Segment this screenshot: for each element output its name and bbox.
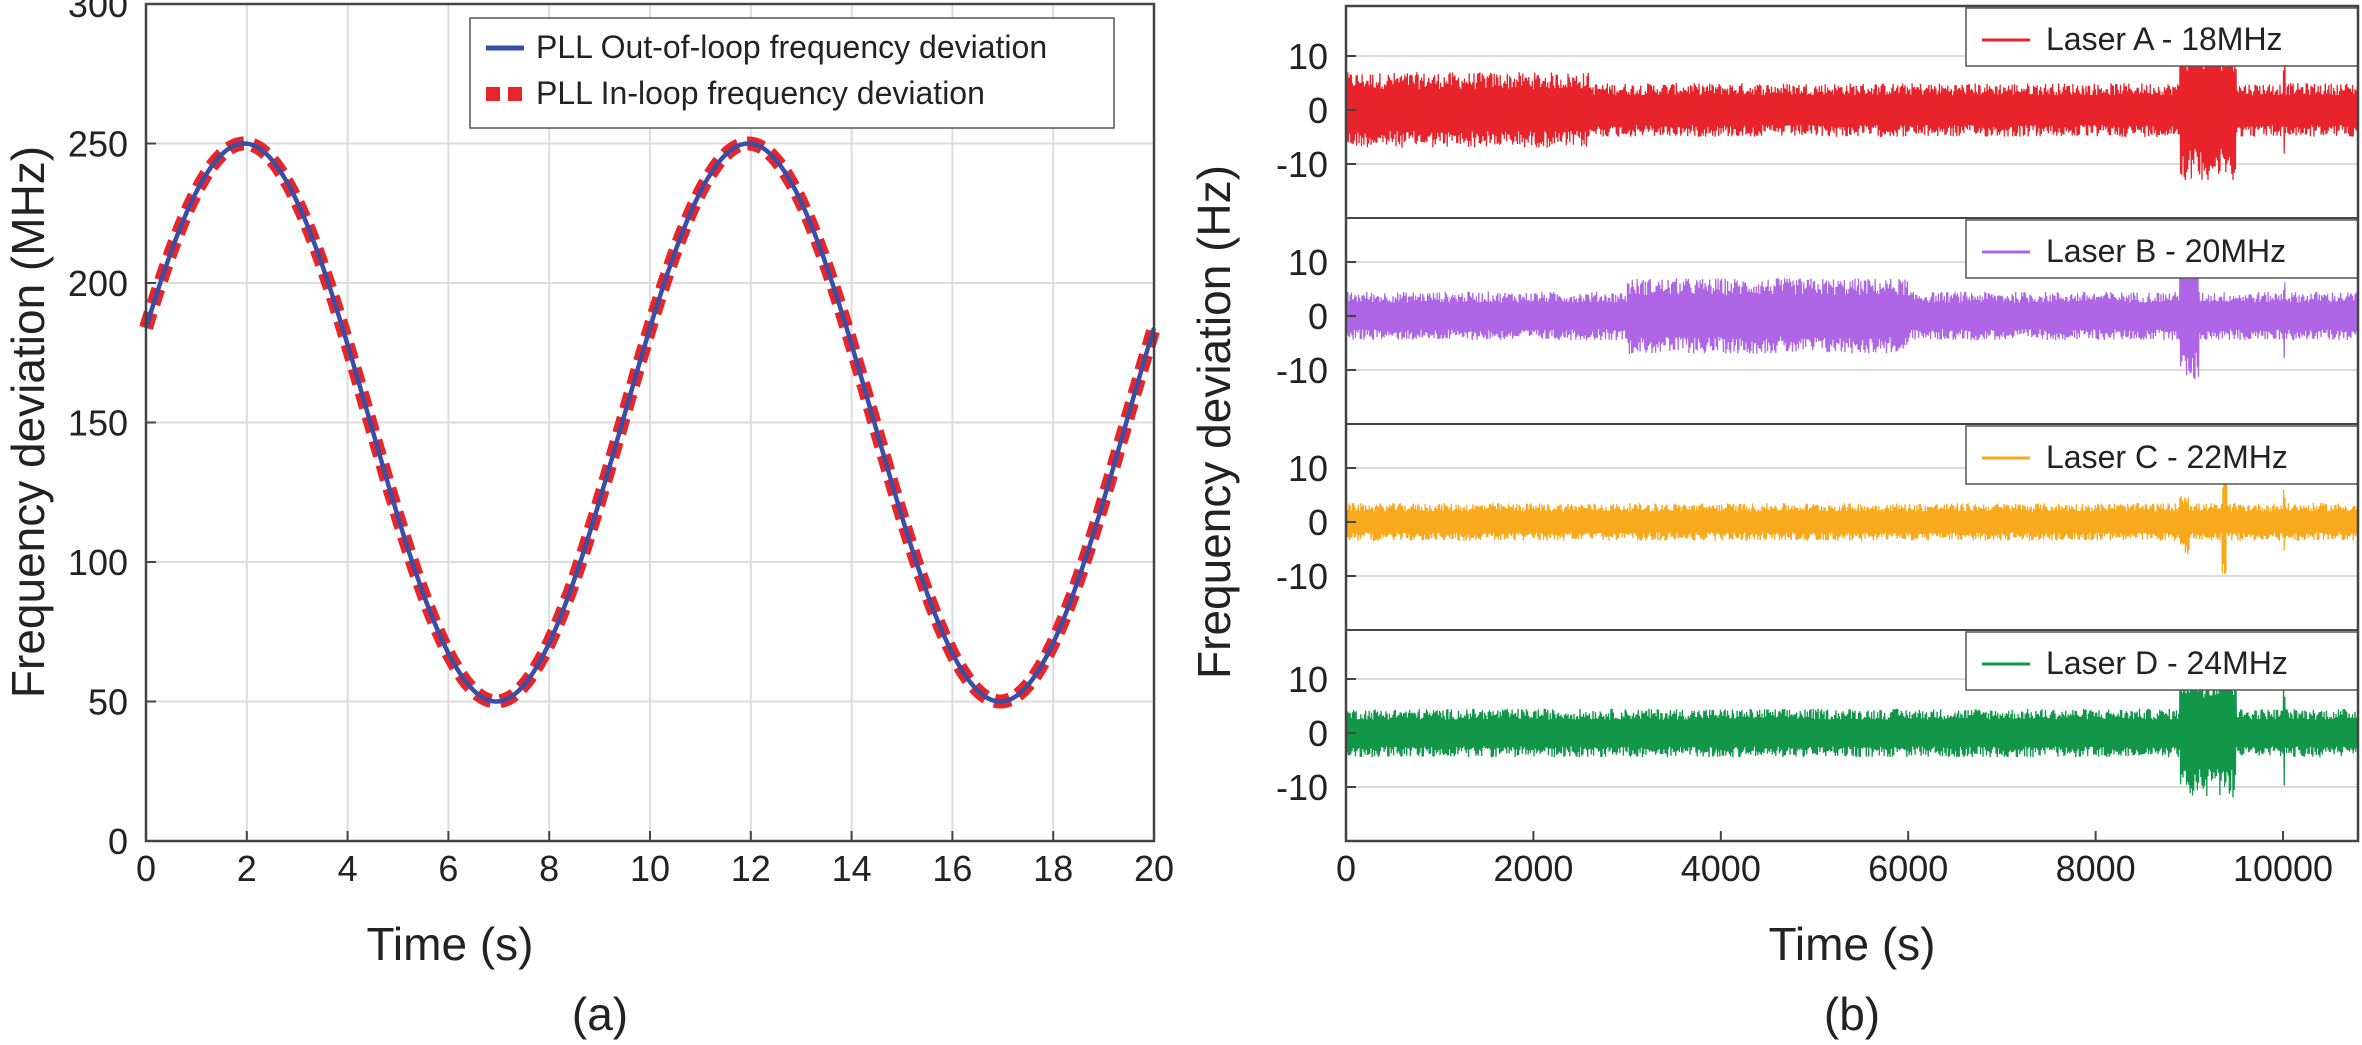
panel-b-x-tick-label: 2000 (1493, 848, 1573, 889)
panel-b-x-tick-label: 10000 (2233, 848, 2333, 889)
panel-b-caption: (b) (1824, 988, 1880, 1040)
panel-b-subplot-legend: Laser D - 24MHz (1965, 631, 2359, 691)
panel-a-x-tick-label: 16 (932, 848, 972, 889)
panel-b-subplot-legend: Laser A - 18MHz (1965, 7, 2359, 67)
panel-a-y-tick-label: 250 (68, 124, 128, 165)
panel-a-y-tick-label: 200 (68, 263, 128, 304)
panel-b-y-axis-label: Frequency deviation (Hz) (1188, 165, 1240, 679)
panel-a-x-tick-label: 6 (438, 848, 458, 889)
panel-b-y-tick-label: -10 (1276, 350, 1328, 391)
panel-a-y-ticks: 0 50 100 150 200 250 300 (68, 0, 156, 862)
panel-b-frame (1344, 4, 2360, 843)
panel-b-legend-label: Laser C - 22MHz (2046, 439, 2288, 475)
panel-b-noise-trace (1345, 670, 2359, 798)
panel-b-y-tick-label: 10 (1288, 36, 1328, 77)
panel-b-y-tick-label: 0 (1308, 713, 1328, 754)
panel-a-y-tick-label: 150 (68, 403, 128, 444)
panel-b-y-tick-label: 0 (1308, 502, 1328, 543)
panel-a-x-tick-label: 20 (1134, 848, 1174, 889)
panel-b-legend-label: Laser B - 20MHz (2046, 233, 2286, 269)
panel-a-x-tick-label: 4 (338, 848, 358, 889)
panel-b-subplot: 10 0 -10 Laser D - 24MHz (1276, 629, 2359, 808)
panel-a-x-tick-label: 10 (630, 848, 670, 889)
panel-b-y-tick-label: 10 (1288, 448, 1328, 489)
panel-b-y-tick-label: 0 (1308, 90, 1328, 131)
panel-b-legend-box (1965, 7, 2359, 67)
panel-b-subplot: 10 0 -10 Laser B - 20MHz (1276, 217, 2359, 391)
panel-b-legend-label: Laser A - 18MHz (2046, 21, 2283, 57)
panel-a-legend-box (469, 17, 1115, 129)
panel-a-y-tick-label: 100 (68, 542, 128, 583)
out-of-loop-series-line (143, 141, 1157, 704)
panel-a-x-tick-label: 12 (731, 848, 771, 889)
panel-b-y-tick-label: 10 (1288, 242, 1328, 283)
panel-b-noise-trace (1345, 253, 2359, 380)
panel-b-x-axis-label: Time (s) (1769, 918, 1936, 970)
panel-a-chart: 0 2 4 6 8 10 12 14 16 18 20 0 50 100 150 200 250 300 PLL… (2, 0, 1174, 1040)
legend-in-loop-label: PLL In-loop frequency deviation (536, 75, 985, 111)
panel-b-subplot-legend: Laser B - 20MHz (1965, 219, 2359, 279)
panel-b-legend-box (1965, 425, 2359, 485)
panel-b-legend-label: Laser D - 24MHz (2046, 645, 2288, 681)
panel-b-y-tick-label: 10 (1288, 659, 1328, 700)
panel-a-legend: PLL Out-of-loop frequency deviation PLL … (469, 17, 1115, 129)
panel-a-y-tick-label: 0 (108, 821, 128, 862)
panel-b-x-ticks: 0 2000 4000 6000 8000 10000 (1336, 831, 2333, 889)
panel-b-subplot: 10 0 -10 Laser C - 22MHz (1276, 423, 2359, 597)
panel-b-legend-box (1965, 219, 2359, 279)
panel-b-y-tick-label: -10 (1276, 144, 1328, 185)
panel-a-y-axis-label: Frequency deviation (MHz) (2, 146, 54, 698)
panel-a-x-tick-label: 8 (539, 848, 559, 889)
panel-b-y-tick-label: -10 (1276, 767, 1328, 808)
panel-b-legend-box (1965, 631, 2359, 691)
panel-a-x-tick-label: 0 (136, 848, 156, 889)
panel-b-subplot: 10 0 -10 Laser A - 18MHz (1276, 7, 2359, 185)
panel-a-caption: (a) (572, 988, 628, 1040)
panel-a-y-tick-label: 50 (88, 682, 128, 723)
panel-a-y-tick-label: 300 (68, 0, 128, 25)
panel-a-x-tick-label: 18 (1033, 848, 1073, 889)
panel-a-grid (145, 3, 1155, 842)
panel-a-x-tick-label: 2 (237, 848, 257, 889)
panel-a-x-ticks: 0 2 4 6 8 10 12 14 16 18 20 (136, 831, 1174, 889)
panel-b-noise-trace (1345, 42, 2359, 181)
panel-b-x-tick-label: 0 (1336, 848, 1356, 889)
panel-b-noise-trace (1345, 469, 2359, 574)
panel-b-subplots: 10 0 -10 Laser A - 18MHz 10 0 -10 Laser B - 20M… (1276, 7, 2359, 808)
panel-a-curves (139, 136, 1161, 709)
panel-b-x-tick-label: 8000 (2056, 848, 2136, 889)
panel-b-x-tick-label: 6000 (1868, 848, 1948, 889)
panel-a-x-tick-label: 14 (832, 848, 872, 889)
legend-out-of-loop-label: PLL Out-of-loop frequency deviation (536, 29, 1047, 65)
panel-b-subplot-legend: Laser C - 22MHz (1965, 425, 2359, 485)
panel-b-x-tick-label: 4000 (1681, 848, 1761, 889)
panel-b-y-tick-label: -10 (1276, 556, 1328, 597)
panel-a-x-axis-label: Time (s) (367, 918, 534, 970)
panel-b-y-tick-label: 0 (1308, 296, 1328, 337)
